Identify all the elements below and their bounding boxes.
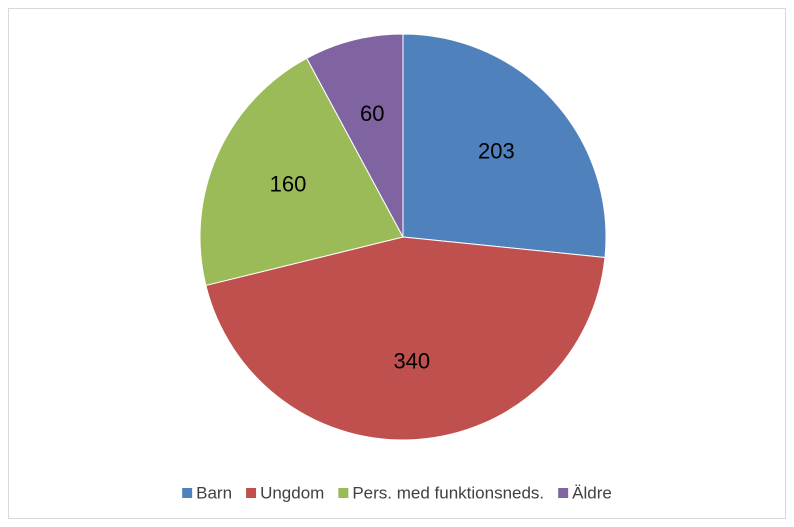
pie-slice [205,236,606,441]
pie-slice [306,33,404,238]
pie-slice [402,33,607,258]
data-label: 160 [270,172,307,197]
legend-swatch [182,488,193,498]
legend-label: Äldre [572,483,612,502]
pie-slice [199,57,404,287]
legend-label: Pers. med funktionsneds. [352,483,544,502]
legend-label: Ungdom [260,483,324,502]
legend-swatch [338,488,349,498]
legend-label: Barn [196,483,232,502]
data-label: 340 [393,348,430,373]
legend-swatch [246,488,257,498]
data-label: 60 [360,101,384,126]
legend-swatch [558,488,569,498]
data-label: 203 [478,138,515,163]
